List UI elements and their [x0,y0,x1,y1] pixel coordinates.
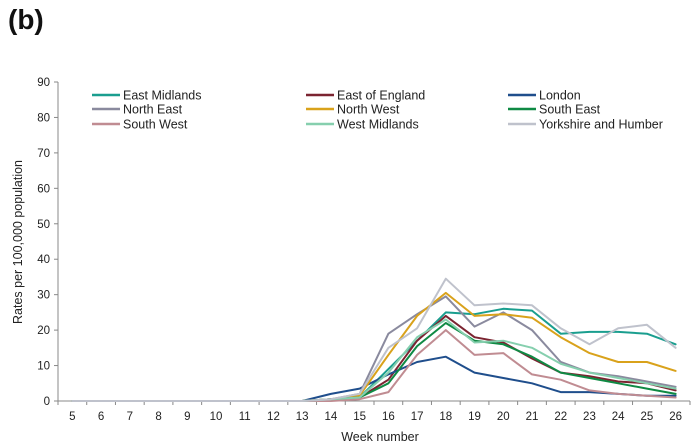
chart-series [71,277,677,402]
x-tick-label: 13 [296,411,309,423]
y-tick-label: 20 [37,325,50,337]
legend-label: North East [123,103,183,117]
x-tick-label: 10 [210,411,223,423]
x-axis-label: Week number [341,430,419,444]
series-line-east-midlands [71,307,677,402]
y-tick-label: 80 [37,112,50,124]
x-tick-label: 8 [155,411,161,423]
legend-label: South East [539,103,601,117]
y-tick-label: 90 [37,77,50,89]
x-tick-label: 23 [583,411,596,423]
x-tick-label: 25 [641,411,654,423]
legend-label: West Midlands [337,118,419,132]
x-tick-label: 5 [69,411,75,423]
legend-label: Yorkshire and Humber [539,118,663,132]
x-tick-label: 14 [325,411,338,423]
x-tick-label: 7 [127,411,133,423]
y-tick-label: 30 [37,290,50,302]
x-tick-label: 20 [497,411,510,423]
legend-label: South West [123,118,188,132]
x-tick-label: 19 [468,411,481,423]
y-axis-label: Rates per 100,000 population [11,160,25,324]
x-tick-label: 6 [98,411,104,423]
y-tick-label: 0 [44,396,50,408]
x-tick-label: 9 [184,411,190,423]
y-tick-label: 60 [37,183,50,195]
panel-label: (b) [8,4,44,35]
y-tick-label: 70 [37,148,50,160]
x-tick-label: 17 [411,411,424,423]
y-tick-label: 40 [37,254,50,266]
legend-label: East Midlands [123,89,202,103]
x-tick-label: 26 [669,411,682,423]
chart-legend: East Midlands East of England London North … [92,89,663,132]
x-tick-label: 18 [439,411,452,423]
series-line-yorkshire-and-humber [71,277,677,402]
legend-label: London [539,89,581,103]
x-tick-label: 21 [526,411,539,423]
x-tick-label: 11 [239,411,251,423]
x-tick-label: 15 [353,411,366,423]
x-tick-label: 16 [382,411,395,423]
x-tick-label: 22 [554,411,567,423]
legend-label: North West [337,103,400,117]
legend-label: East of England [337,89,425,103]
x-tick-label: 12 [267,411,280,423]
y-tick-label: 50 [37,219,50,231]
y-tick-label: 10 [37,361,50,373]
x-tick-label: 24 [612,411,625,423]
chart-axes: 0 10 20 30 40 50 60 70 80 90 5 6 7 8 9 10 11 12 13 14 15 16 17… [37,77,691,423]
